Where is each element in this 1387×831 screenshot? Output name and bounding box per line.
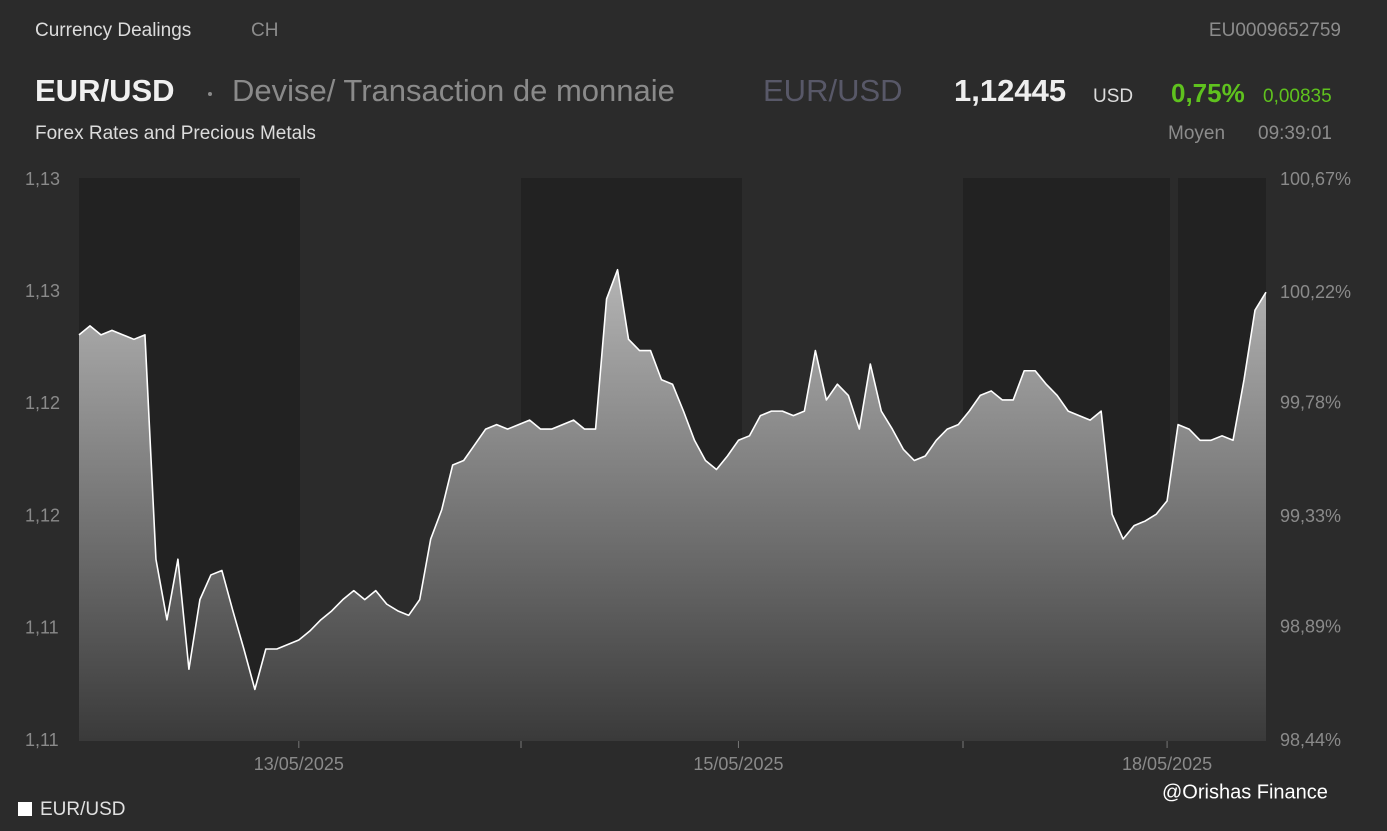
- y2-tick-label: 100,22%: [1280, 282, 1351, 302]
- x-tick-label: 15/05/2025: [693, 754, 783, 774]
- change-pct: 0,75%: [1171, 78, 1245, 108]
- y-tick-label: 1,13: [25, 169, 60, 189]
- symbol-secondary: EUR/USD: [763, 73, 903, 108]
- legend-label: EUR/USD: [40, 799, 126, 820]
- separator: [208, 92, 212, 96]
- y-tick-label: 1,11: [25, 730, 59, 750]
- y2-tick-label: 100,67%: [1280, 169, 1351, 189]
- y2-tick-label: 99,78%: [1280, 393, 1341, 413]
- y-tick-label: 1,13: [25, 281, 60, 301]
- y2-tick-label: 98,44%: [1280, 730, 1341, 750]
- legend-swatch: [18, 802, 32, 816]
- market: Forex Rates and Precious Metals: [35, 123, 316, 144]
- line: [78, 268, 1267, 691]
- isin: EU0009652759: [1209, 20, 1341, 41]
- y-tick-label: 1,12: [25, 393, 60, 413]
- time: 09:39:01: [1258, 123, 1332, 144]
- currency: USD: [1093, 86, 1133, 107]
- symbol: EUR/USD: [35, 73, 175, 108]
- x-tick-label: 13/05/2025: [254, 754, 344, 774]
- source: Currency Dealings: [35, 20, 191, 41]
- area: [79, 269, 1266, 741]
- country: CH: [251, 20, 278, 41]
- change-abs: 0,00835: [1263, 86, 1332, 107]
- y-tick-label: 1,12: [25, 505, 60, 525]
- x-tick-label: 18/05/2025: [1122, 754, 1212, 774]
- price-type: Moyen: [1168, 123, 1225, 144]
- price: 1,12445: [954, 73, 1066, 108]
- y2-tick-label: 99,33%: [1280, 506, 1341, 526]
- y-tick-label: 1,11: [25, 618, 59, 638]
- instrument-name: Devise/ Transaction de monnaie: [232, 73, 675, 108]
- y2-tick-label: 98,89%: [1280, 617, 1341, 637]
- watermark: @Orishas Finance: [1162, 781, 1328, 803]
